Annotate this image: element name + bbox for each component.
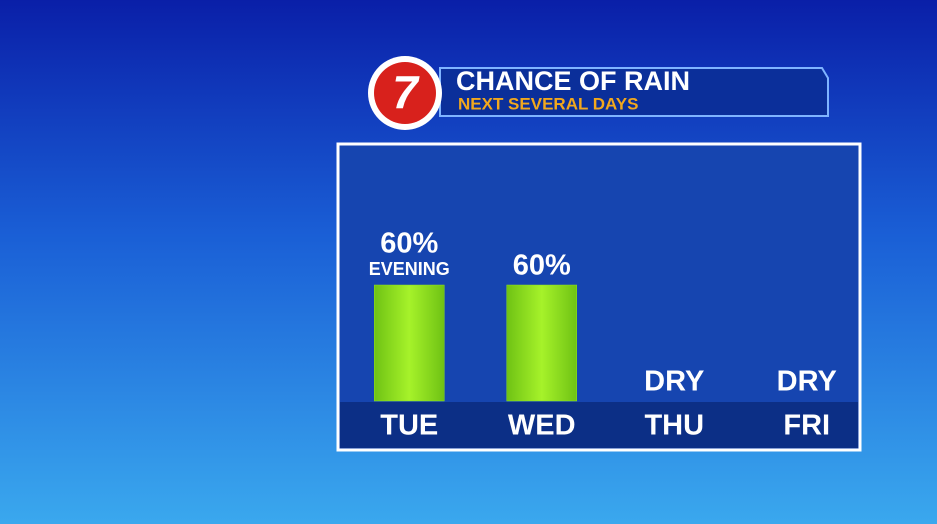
- bar: [374, 284, 445, 402]
- x-tick-label: THU: [644, 410, 704, 442]
- value-label: 60%: [380, 228, 438, 260]
- logo-text: 7: [392, 66, 420, 118]
- category-band: [340, 402, 858, 448]
- value-label: DRY: [644, 366, 704, 398]
- x-tick-label: WED: [508, 410, 576, 442]
- x-tick-label: TUE: [380, 410, 438, 442]
- logo: [374, 62, 436, 124]
- value-note: EVENING: [369, 259, 450, 279]
- title-box: [439, 67, 829, 117]
- value-label: DRY: [777, 366, 837, 398]
- x-tick-label: FRI: [783, 410, 830, 442]
- chart-title: CHANCE OF RAIN: [456, 66, 690, 96]
- value-label: 60%: [513, 250, 571, 282]
- bar: [506, 284, 577, 402]
- chart-subtitle: NEXT SEVERAL DAYS: [458, 94, 638, 113]
